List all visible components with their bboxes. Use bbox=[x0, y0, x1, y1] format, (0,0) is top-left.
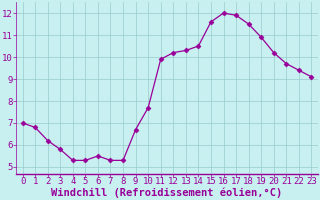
X-axis label: Windchill (Refroidissement éolien,°C): Windchill (Refroidissement éolien,°C) bbox=[52, 187, 283, 198]
